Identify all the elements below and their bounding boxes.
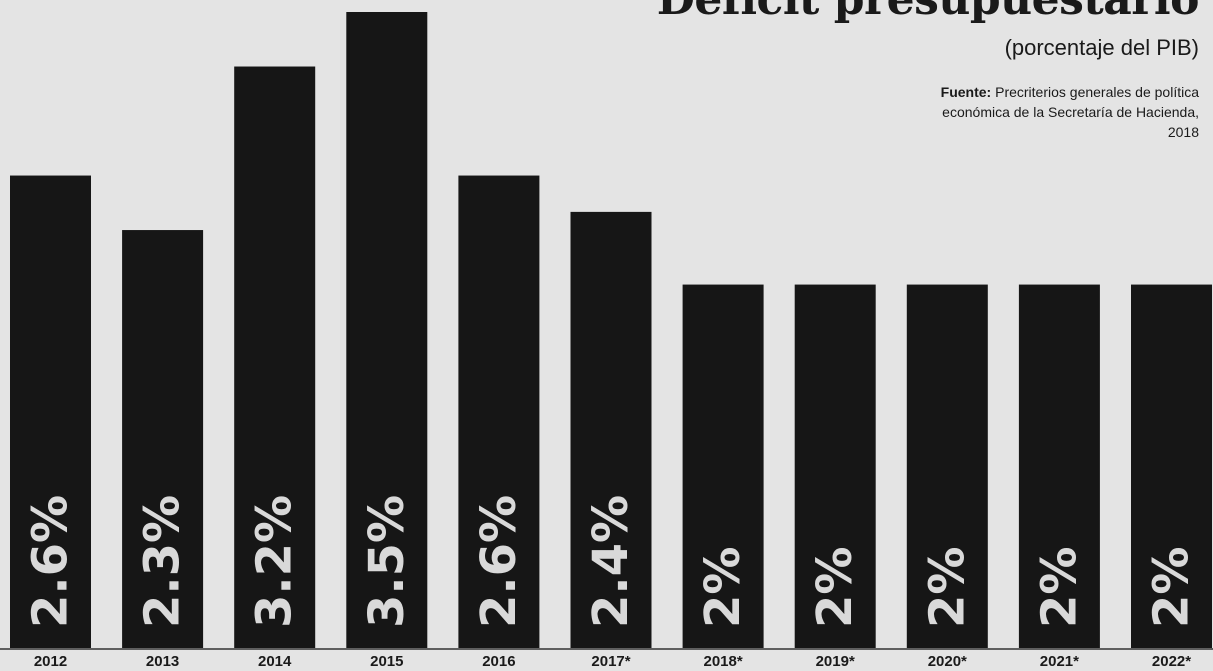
x-tick-label: 2017* [591, 653, 630, 670]
bar-2013 [122, 230, 204, 649]
bar-2018 [682, 284, 764, 648]
x-tick-label: 2016 [482, 653, 515, 670]
bar-value-label: 2% [919, 546, 975, 628]
chart-subtitle: (porcentaje del PIB) [1004, 35, 1199, 60]
x-tick-label: 2022* [1152, 653, 1191, 670]
chart-title: Déficit presupuestario [657, 0, 1200, 22]
bar-2016 [458, 175, 540, 649]
x-tick-label: 2014 [258, 653, 292, 670]
source-label: Fuente: [940, 84, 992, 100]
bar-2022 [1131, 284, 1212, 648]
x-tick-label: 2015 [370, 653, 403, 670]
source-note: Fuente: Precriterios generales de políti… [929, 82, 1199, 142]
bar-value-label: 2.3% [135, 495, 191, 628]
bar-value-label: 2% [695, 547, 751, 629]
bar-2014 [234, 66, 316, 648]
bar-2012 [10, 175, 91, 649]
bar-value-label: 2.4% [583, 495, 639, 628]
bar-value-label: 2% [1144, 547, 1200, 629]
x-tick-label: 2012 [34, 653, 67, 670]
bar-2021 [1018, 284, 1100, 648]
x-tick-label: 2021* [1040, 653, 1079, 670]
x-tick-label: 2018* [703, 653, 742, 670]
source-text: Precriterios generales de política econó… [942, 84, 1199, 140]
bar-value-label: 3.2% [247, 495, 303, 628]
bar-2019 [794, 284, 876, 648]
x-tick-label: 2019* [816, 653, 855, 670]
bar-value-label: 2.6% [471, 495, 527, 628]
x-tick-label: 2020* [928, 653, 967, 670]
x-tick-label: 2013 [146, 653, 179, 670]
bar-2015 [346, 12, 428, 648]
bar-value-label: 3.5% [359, 495, 415, 628]
bar-value-label: 2.6% [23, 495, 79, 628]
bar-2017 [570, 211, 652, 648]
bar-value-label: 2% [1031, 547, 1087, 629]
bar-value-label: 2% [807, 547, 863, 629]
bar-2020 [906, 284, 988, 648]
